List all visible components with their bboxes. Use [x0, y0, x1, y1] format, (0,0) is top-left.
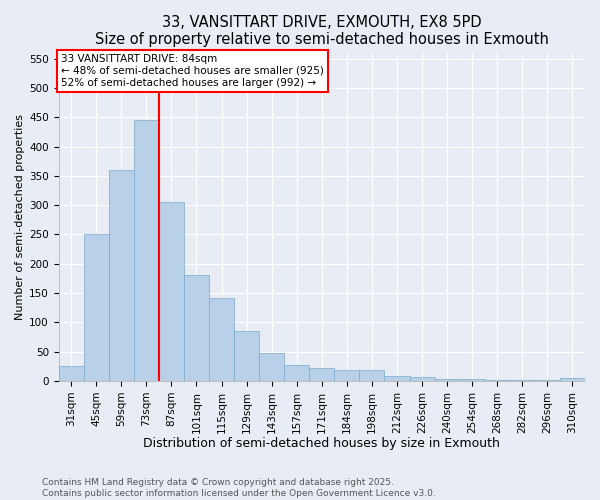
Text: Contains HM Land Registry data © Crown copyright and database right 2025.
Contai: Contains HM Land Registry data © Crown c… — [42, 478, 436, 498]
Bar — [334, 370, 359, 381]
Bar — [309, 368, 334, 381]
Bar — [510, 380, 535, 381]
Bar — [134, 120, 159, 381]
Text: 33 VANSITTART DRIVE: 84sqm
← 48% of semi-detached houses are smaller (925)
52% o: 33 VANSITTART DRIVE: 84sqm ← 48% of semi… — [61, 54, 324, 88]
X-axis label: Distribution of semi-detached houses by size in Exmouth: Distribution of semi-detached houses by … — [143, 437, 500, 450]
Bar — [234, 331, 259, 381]
Bar — [359, 370, 385, 381]
Bar — [434, 378, 460, 381]
Bar — [284, 364, 309, 381]
Bar — [485, 380, 510, 381]
Bar — [59, 366, 84, 381]
Bar — [560, 378, 585, 381]
Bar — [460, 379, 485, 381]
Bar — [184, 276, 209, 381]
Bar — [109, 170, 134, 381]
Title: 33, VANSITTART DRIVE, EXMOUTH, EX8 5PD
Size of property relative to semi-detache: 33, VANSITTART DRIVE, EXMOUTH, EX8 5PD S… — [95, 15, 549, 48]
Bar — [259, 354, 284, 381]
Bar — [84, 234, 109, 381]
Bar — [209, 298, 234, 381]
Bar — [410, 377, 434, 381]
Bar — [159, 202, 184, 381]
Bar — [535, 380, 560, 381]
Y-axis label: Number of semi-detached properties: Number of semi-detached properties — [15, 114, 25, 320]
Bar — [385, 376, 410, 381]
